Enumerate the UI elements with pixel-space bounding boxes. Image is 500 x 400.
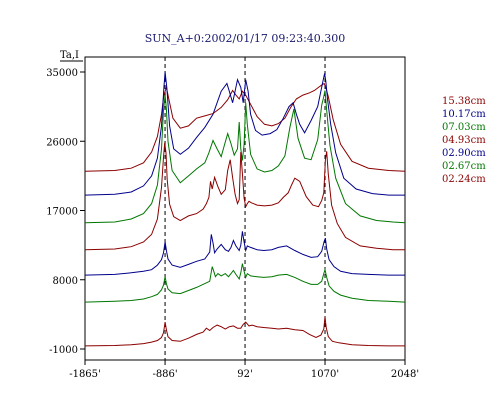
chart-title: SUN_A+0:2002/01/17 09:23:40.300	[145, 32, 346, 45]
x-tick-label: 92'	[237, 369, 252, 380]
y-tick-label: -1000	[49, 345, 78, 356]
series-line-0	[84, 82, 406, 172]
series-line-6	[84, 316, 405, 347]
y-tick-label: 26000	[46, 137, 78, 148]
legend-entry: 02.67cm	[442, 161, 486, 172]
series-line-5	[84, 263, 406, 303]
y-tick-label: 35000	[46, 68, 78, 79]
legend-entry: 10.17cm	[442, 109, 486, 120]
legend: 15.38cm 10.17cm 07.03cm 04.93cm 02.90cm 02.67…	[442, 96, 486, 185]
legend-entry: 02.24cm	[442, 174, 486, 185]
series-line-2	[84, 90, 406, 224]
legend-entry: 04.93cm	[442, 135, 486, 146]
y-tick-label: 8000	[53, 276, 78, 287]
x-tick-label: 1070'	[311, 369, 339, 380]
x-axis-ticks: -1865' -886' 92' 1070' 2048'	[69, 360, 419, 380]
y-tick-label: 17000	[46, 207, 78, 218]
series-line-3	[84, 142, 405, 251]
legend-entry: 15.38cm	[442, 96, 486, 107]
x-tick-label: -886'	[152, 369, 177, 380]
x-tick-label: -1865'	[69, 369, 101, 380]
series-line-4	[84, 231, 405, 276]
series-line-1	[84, 71, 405, 196]
x-tick-label: 2048'	[391, 369, 419, 380]
series-lines	[84, 71, 406, 347]
legend-entry: 07.03cm	[442, 122, 486, 133]
y-axis-ticks: 35000 26000 17000 8000 -1000	[46, 68, 85, 356]
dashed-lines	[164, 57, 326, 360]
y-axis-label: Ta,I	[60, 50, 79, 61]
legend-entry: 02.90cm	[442, 148, 486, 159]
